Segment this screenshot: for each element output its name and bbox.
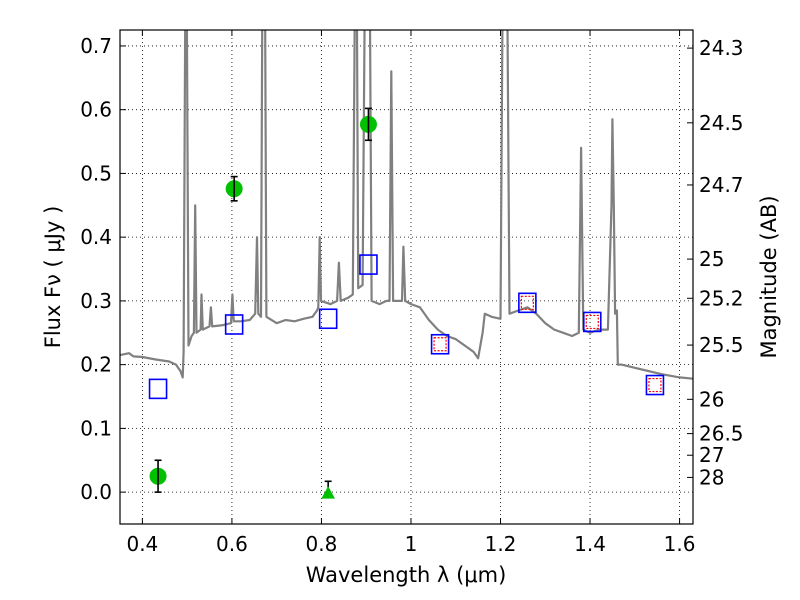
spectrum-line <box>120 30 693 380</box>
mag-tick-label: 25.2 <box>699 286 744 310</box>
model-photometry-square <box>582 311 602 333</box>
x-axis-title: Wavelength λ (μm) <box>306 563 507 587</box>
fit-photometry-square <box>520 295 534 310</box>
plot-frame <box>119 29 694 525</box>
y-tick-label: 0.5 <box>80 161 112 185</box>
x-tick-label: 0.6 <box>216 532 248 556</box>
model-photometry-square <box>148 378 168 400</box>
x-tick-label: 1.2 <box>485 532 517 556</box>
upper-limit-marker <box>321 486 336 499</box>
y-tick-label: 0.7 <box>80 34 112 58</box>
mag-tick-label: 24.3 <box>699 36 744 60</box>
x-tick-label: 1.4 <box>574 532 606 556</box>
mag-tick-label: 25.5 <box>699 333 744 357</box>
right-axis-title: Magnitude (AB) <box>757 195 781 358</box>
model-photometry-square <box>224 314 244 335</box>
y-tick-label: 0.4 <box>80 225 112 249</box>
x-tick-label: 1.6 <box>664 532 696 556</box>
mag-tick-label: 26.5 <box>699 422 744 446</box>
mag-tick-label: 25 <box>699 247 724 271</box>
mag-tick-label: 28 <box>699 465 724 489</box>
fit-photometry-square <box>648 377 662 393</box>
y-tick-label: 0.6 <box>80 98 112 122</box>
model-photometry-square <box>518 292 537 314</box>
marker-layer <box>148 107 665 499</box>
model-photometry-square <box>318 308 338 330</box>
mag-tick-label: 24.5 <box>699 111 744 135</box>
mag-tick-label: 26 <box>699 387 724 411</box>
mag-tick-label: 24.7 <box>699 173 744 197</box>
y-tick-label: 0.0 <box>80 480 112 504</box>
fit-photometry-square <box>433 337 447 352</box>
fit-photometry-square <box>585 314 599 330</box>
ticks: 0.4 0.6 0.8 1 1.2 1.4 1.6 0.0 0.1 0.2 0.3 0.4 0.5 0.6… <box>80 30 744 556</box>
model-photometry-square <box>359 254 378 275</box>
x-tick-label: 1 <box>405 532 418 556</box>
y-tick-label: 0.3 <box>80 289 112 313</box>
x-tick-label: 0.8 <box>306 532 338 556</box>
model-photometry-square <box>645 374 665 396</box>
model-photometry-square <box>430 333 450 355</box>
spectrum-layer <box>120 30 693 380</box>
x-tick-label: 0.4 <box>126 532 158 556</box>
y-axis-title: Flux Fν ( μJy ) <box>41 206 65 349</box>
grid <box>120 30 693 524</box>
y-tick-label: 0.1 <box>80 416 112 440</box>
mag-tick-label: 27 <box>699 443 724 467</box>
y-tick-label: 0.2 <box>80 353 112 377</box>
